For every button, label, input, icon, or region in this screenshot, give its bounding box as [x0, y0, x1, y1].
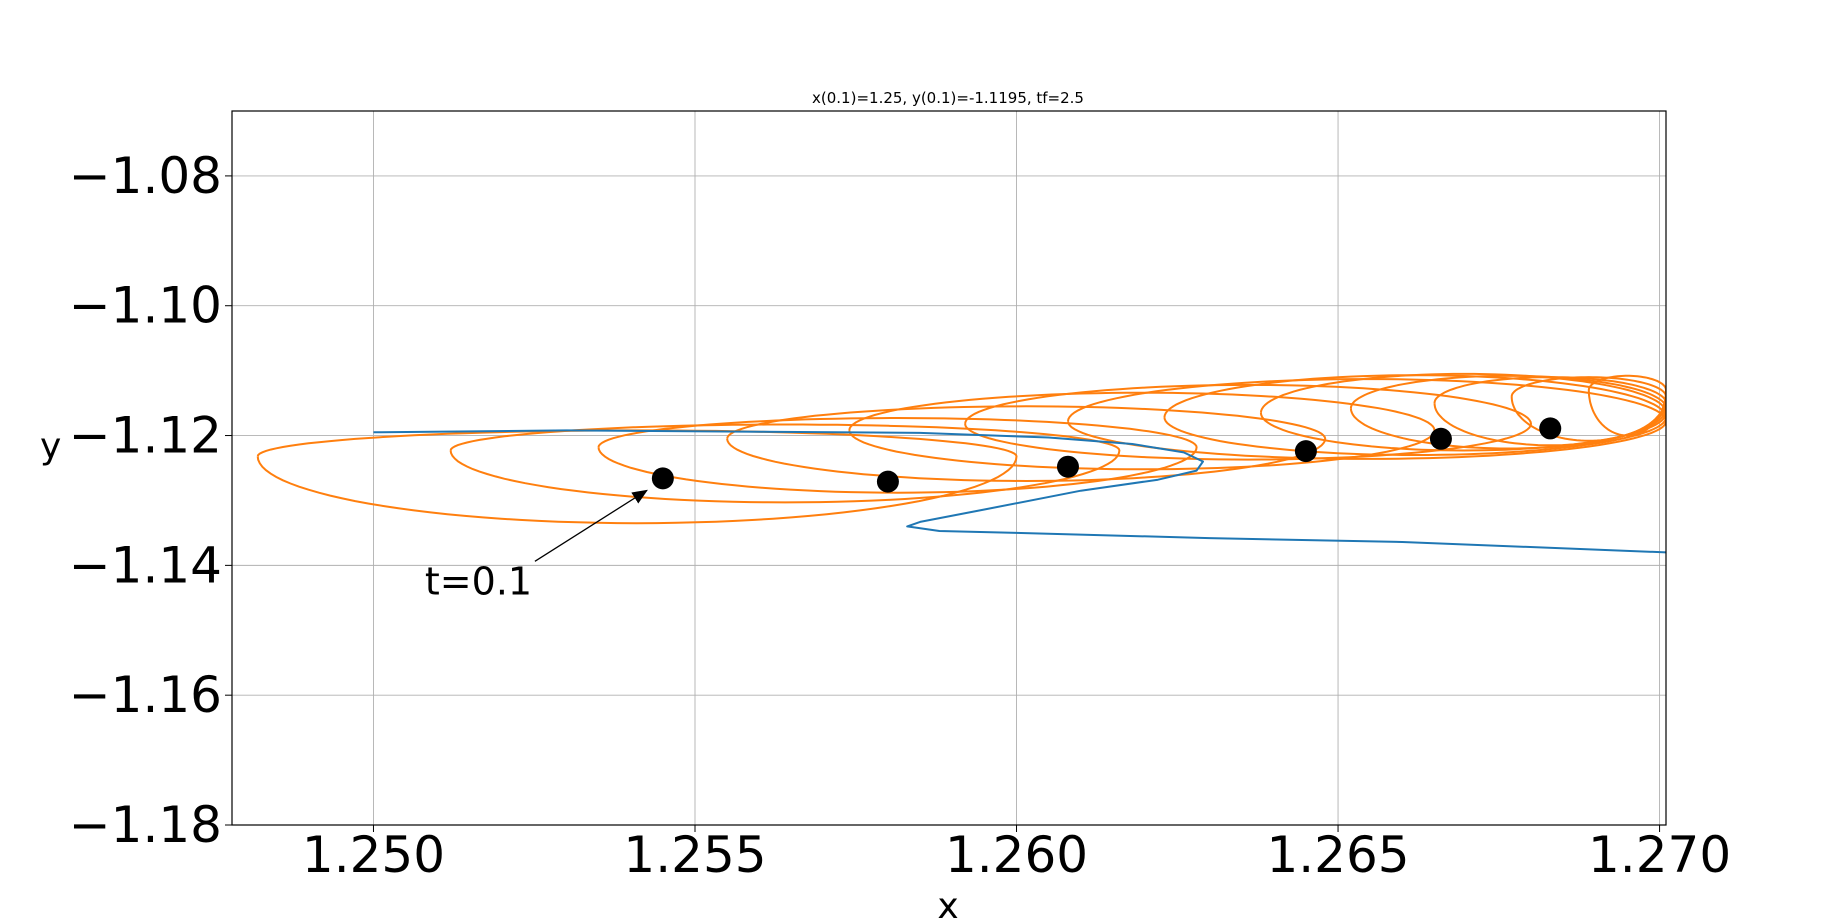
data-point [876, 470, 899, 493]
ensemble-curve [1067, 378, 1666, 460]
ensemble-curve [1433, 376, 1666, 447]
y-tick-label: −1.08 [69, 147, 222, 205]
ensemble-curve [597, 416, 1198, 494]
ensemble-curve [449, 423, 1121, 504]
ensemble-curve [964, 383, 1533, 461]
y-tick-label: −1.18 [69, 796, 222, 854]
chart-title: x(0.1)=1.25, y(0.1)=-1.1195, tf=2.5 [812, 89, 1084, 107]
ensemble-curve [1259, 372, 1666, 452]
y-tick-label: −1.14 [69, 536, 222, 594]
ensemble-curve [726, 405, 1327, 483]
points-layer [651, 417, 1562, 493]
annotation-label: t=0.1 [425, 559, 532, 603]
y-tick-label: −1.10 [69, 277, 222, 335]
y-axis-label: y [40, 426, 61, 467]
y-tick-label: −1.16 [69, 666, 222, 724]
ensemble-curve [1587, 374, 1666, 437]
data-point [1056, 455, 1079, 478]
series-layer [256, 372, 1666, 554]
annotation-layer: t=0.1 [425, 489, 648, 603]
ensemble-curve [1349, 374, 1666, 450]
x-axis-ticks: 1.250 1.255 1.260 1.265 1.270 [302, 825, 1731, 884]
data-point [651, 467, 674, 490]
x-tick-label: 1.265 [1266, 826, 1409, 884]
plot-frame [231, 110, 1667, 826]
x-tick-label: 1.270 [1588, 826, 1731, 884]
x-axis-label: x [937, 886, 958, 921]
ensemble-curve [256, 429, 1018, 525]
data-point [1294, 440, 1317, 463]
grid [232, 111, 1666, 826]
y-tick-label: −1.12 [69, 407, 222, 465]
ensemble-curve [1163, 374, 1666, 456]
x-tick-label: 1.255 [623, 826, 766, 884]
trajectory-line [373, 429, 1666, 554]
y-axis-ticks: −1.08 −1.10 −1.12 −1.14 −1.16 −1.18 [69, 147, 232, 854]
x-tick-label: 1.260 [945, 826, 1088, 884]
data-point [1539, 417, 1562, 440]
x-tick-label: 1.250 [302, 826, 445, 884]
annotation-arrow [534, 489, 648, 562]
data-point [1429, 427, 1452, 450]
